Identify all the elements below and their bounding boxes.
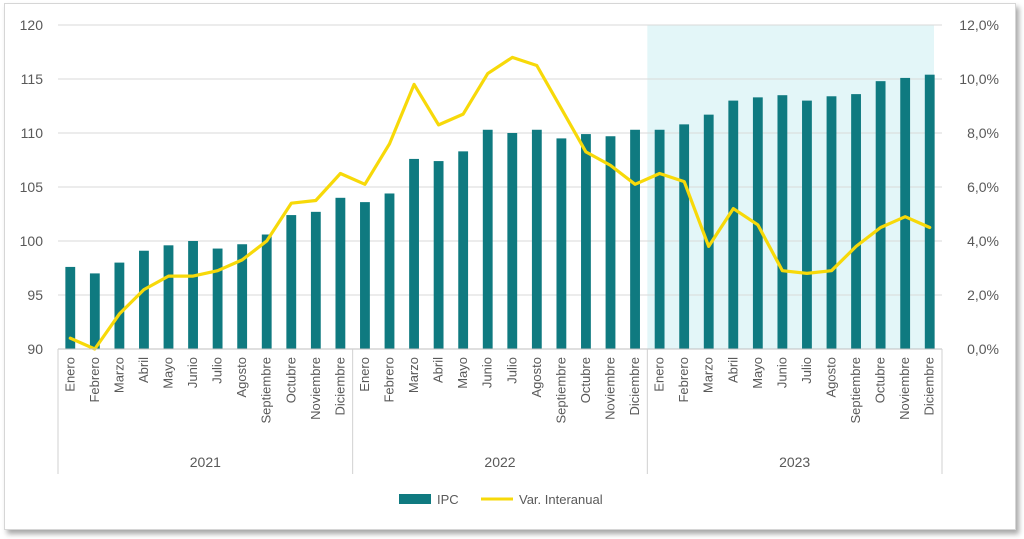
- bar-ipc: [507, 133, 518, 349]
- bar-ipc: [581, 134, 591, 349]
- ipc-chart: 90 95 100 105 110 115 120 0,0% 2,0% 4,0% 6,0% 8,0%…: [20, 17, 999, 507]
- y-right-tick-label: 10,0%: [959, 71, 999, 87]
- x-month-label: Diciembre: [332, 357, 347, 416]
- x-month-label: Abril: [725, 357, 740, 383]
- x-month-label: Septiembre: [259, 357, 274, 423]
- bar-ipc: [777, 95, 788, 349]
- bar-ipc: [900, 77, 911, 350]
- x-month-label: Julio: [210, 357, 225, 384]
- bar-ipc: [335, 197, 346, 349]
- y-right-tick-label: 0,0%: [967, 341, 999, 357]
- x-month-label: Noviembre: [603, 357, 618, 420]
- bar-ipc: [826, 96, 837, 349]
- y-left-tick-label: 110: [21, 125, 44, 141]
- bar-ipc: [65, 266, 76, 349]
- bar-ipc: [802, 100, 812, 349]
- x-month-label: Febrero: [382, 357, 397, 403]
- bar-ipc: [458, 151, 469, 349]
- bar-ipc: [924, 74, 935, 350]
- bar-ipc: [188, 241, 198, 349]
- x-month-label: Julio: [504, 357, 519, 384]
- bar-ipc: [139, 250, 149, 349]
- x-month-label: Octubre: [578, 357, 593, 403]
- y-right-tick-label: 2,0%: [967, 287, 999, 303]
- line-var-interanual: [68, 55, 932, 351]
- bar-ipc: [654, 129, 665, 349]
- bar-ipc: [237, 244, 248, 349]
- x-month-label: Agosto: [529, 357, 544, 397]
- x-month-label: Noviembre: [897, 357, 912, 420]
- x-month-label: Septiembre: [848, 357, 863, 423]
- y-right-tick-label: 4,0%: [967, 233, 999, 249]
- x-month-label: Mayo: [750, 357, 765, 389]
- bar-ipc: [212, 248, 223, 349]
- x-month-label: Enero: [357, 357, 372, 392]
- x-month-label: Octubre: [283, 357, 298, 403]
- y-right-tick-label: 6,0%: [967, 179, 999, 195]
- x-month-label: Febrero: [676, 357, 691, 403]
- bar-ipc: [556, 138, 567, 349]
- x-year-label: 2023: [779, 454, 810, 470]
- bar-ipc: [114, 262, 125, 349]
- y-left-tick-label: 115: [21, 71, 44, 87]
- y-left-tick-label: 105: [20, 179, 44, 195]
- bar-ipc: [531, 129, 542, 349]
- y-right-tick-label: 12,0%: [959, 17, 999, 33]
- x-month-label: Febrero: [87, 357, 102, 403]
- x-year-label: 2021: [190, 454, 221, 470]
- bar-ipc: [261, 234, 272, 349]
- y-left-tick-label: 90: [27, 341, 43, 357]
- y-left-tick-label: 100: [20, 233, 44, 249]
- x-month-label: Marzo: [111, 357, 126, 393]
- bar-ipc: [851, 94, 861, 350]
- x-month-label: Septiembre: [553, 357, 568, 423]
- legend-label-var-interanual: Var. Interanual: [519, 492, 603, 507]
- x-year-label: 2022: [484, 454, 515, 470]
- bar-ipc: [605, 136, 616, 349]
- x-month-label: Marzo: [406, 357, 421, 393]
- x-month-label: Diciembre: [922, 357, 937, 416]
- x-month-label: Junio: [480, 357, 495, 388]
- bar-ipc: [286, 215, 297, 349]
- bar-ipc: [310, 211, 321, 349]
- x-month-label: Agosto: [234, 357, 249, 397]
- x-month-label: Julio: [799, 357, 814, 384]
- x-month-label: Abril: [136, 357, 151, 383]
- x-month-label: Junio: [185, 357, 200, 388]
- x-month-label: Enero: [62, 357, 77, 392]
- y-right-tick-label: 8,0%: [967, 125, 999, 141]
- bar-ipc: [384, 193, 395, 349]
- x-month-label: Abril: [431, 357, 446, 383]
- bar-ipc: [360, 202, 370, 349]
- bar-ipc: [433, 161, 444, 349]
- y-left-tick-label: 120: [20, 17, 44, 33]
- x-month-label: Mayo: [455, 357, 470, 389]
- legend-label-ipc: IPC: [437, 492, 459, 507]
- y-left-tick-label: 95: [27, 287, 43, 303]
- x-month-label: Mayo: [161, 357, 176, 389]
- legend-swatch-ipc: [399, 494, 431, 504]
- bar-ipc: [703, 114, 714, 349]
- bar-ipc: [728, 100, 739, 349]
- x-month-label: Agosto: [824, 357, 839, 397]
- bar-ipc: [875, 81, 886, 349]
- x-month-label: Marzo: [701, 357, 716, 393]
- x-month-label: Diciembre: [627, 357, 642, 416]
- bar-ipc: [409, 158, 419, 349]
- bar-ipc: [679, 124, 690, 349]
- x-month-label: Octubre: [873, 357, 888, 403]
- x-month-label: Noviembre: [308, 357, 323, 420]
- x-month-label: Junio: [774, 357, 789, 388]
- chart-frame: 90 95 100 105 110 115 120 0,0% 2,0% 4,0% 6,0% 8,0%…: [4, 3, 1016, 530]
- bar-ipc: [482, 129, 493, 349]
- x-month-label: Enero: [652, 357, 667, 392]
- bar-ipc: [163, 245, 174, 349]
- bar-ipc: [89, 273, 100, 349]
- bar-ipc: [630, 129, 640, 349]
